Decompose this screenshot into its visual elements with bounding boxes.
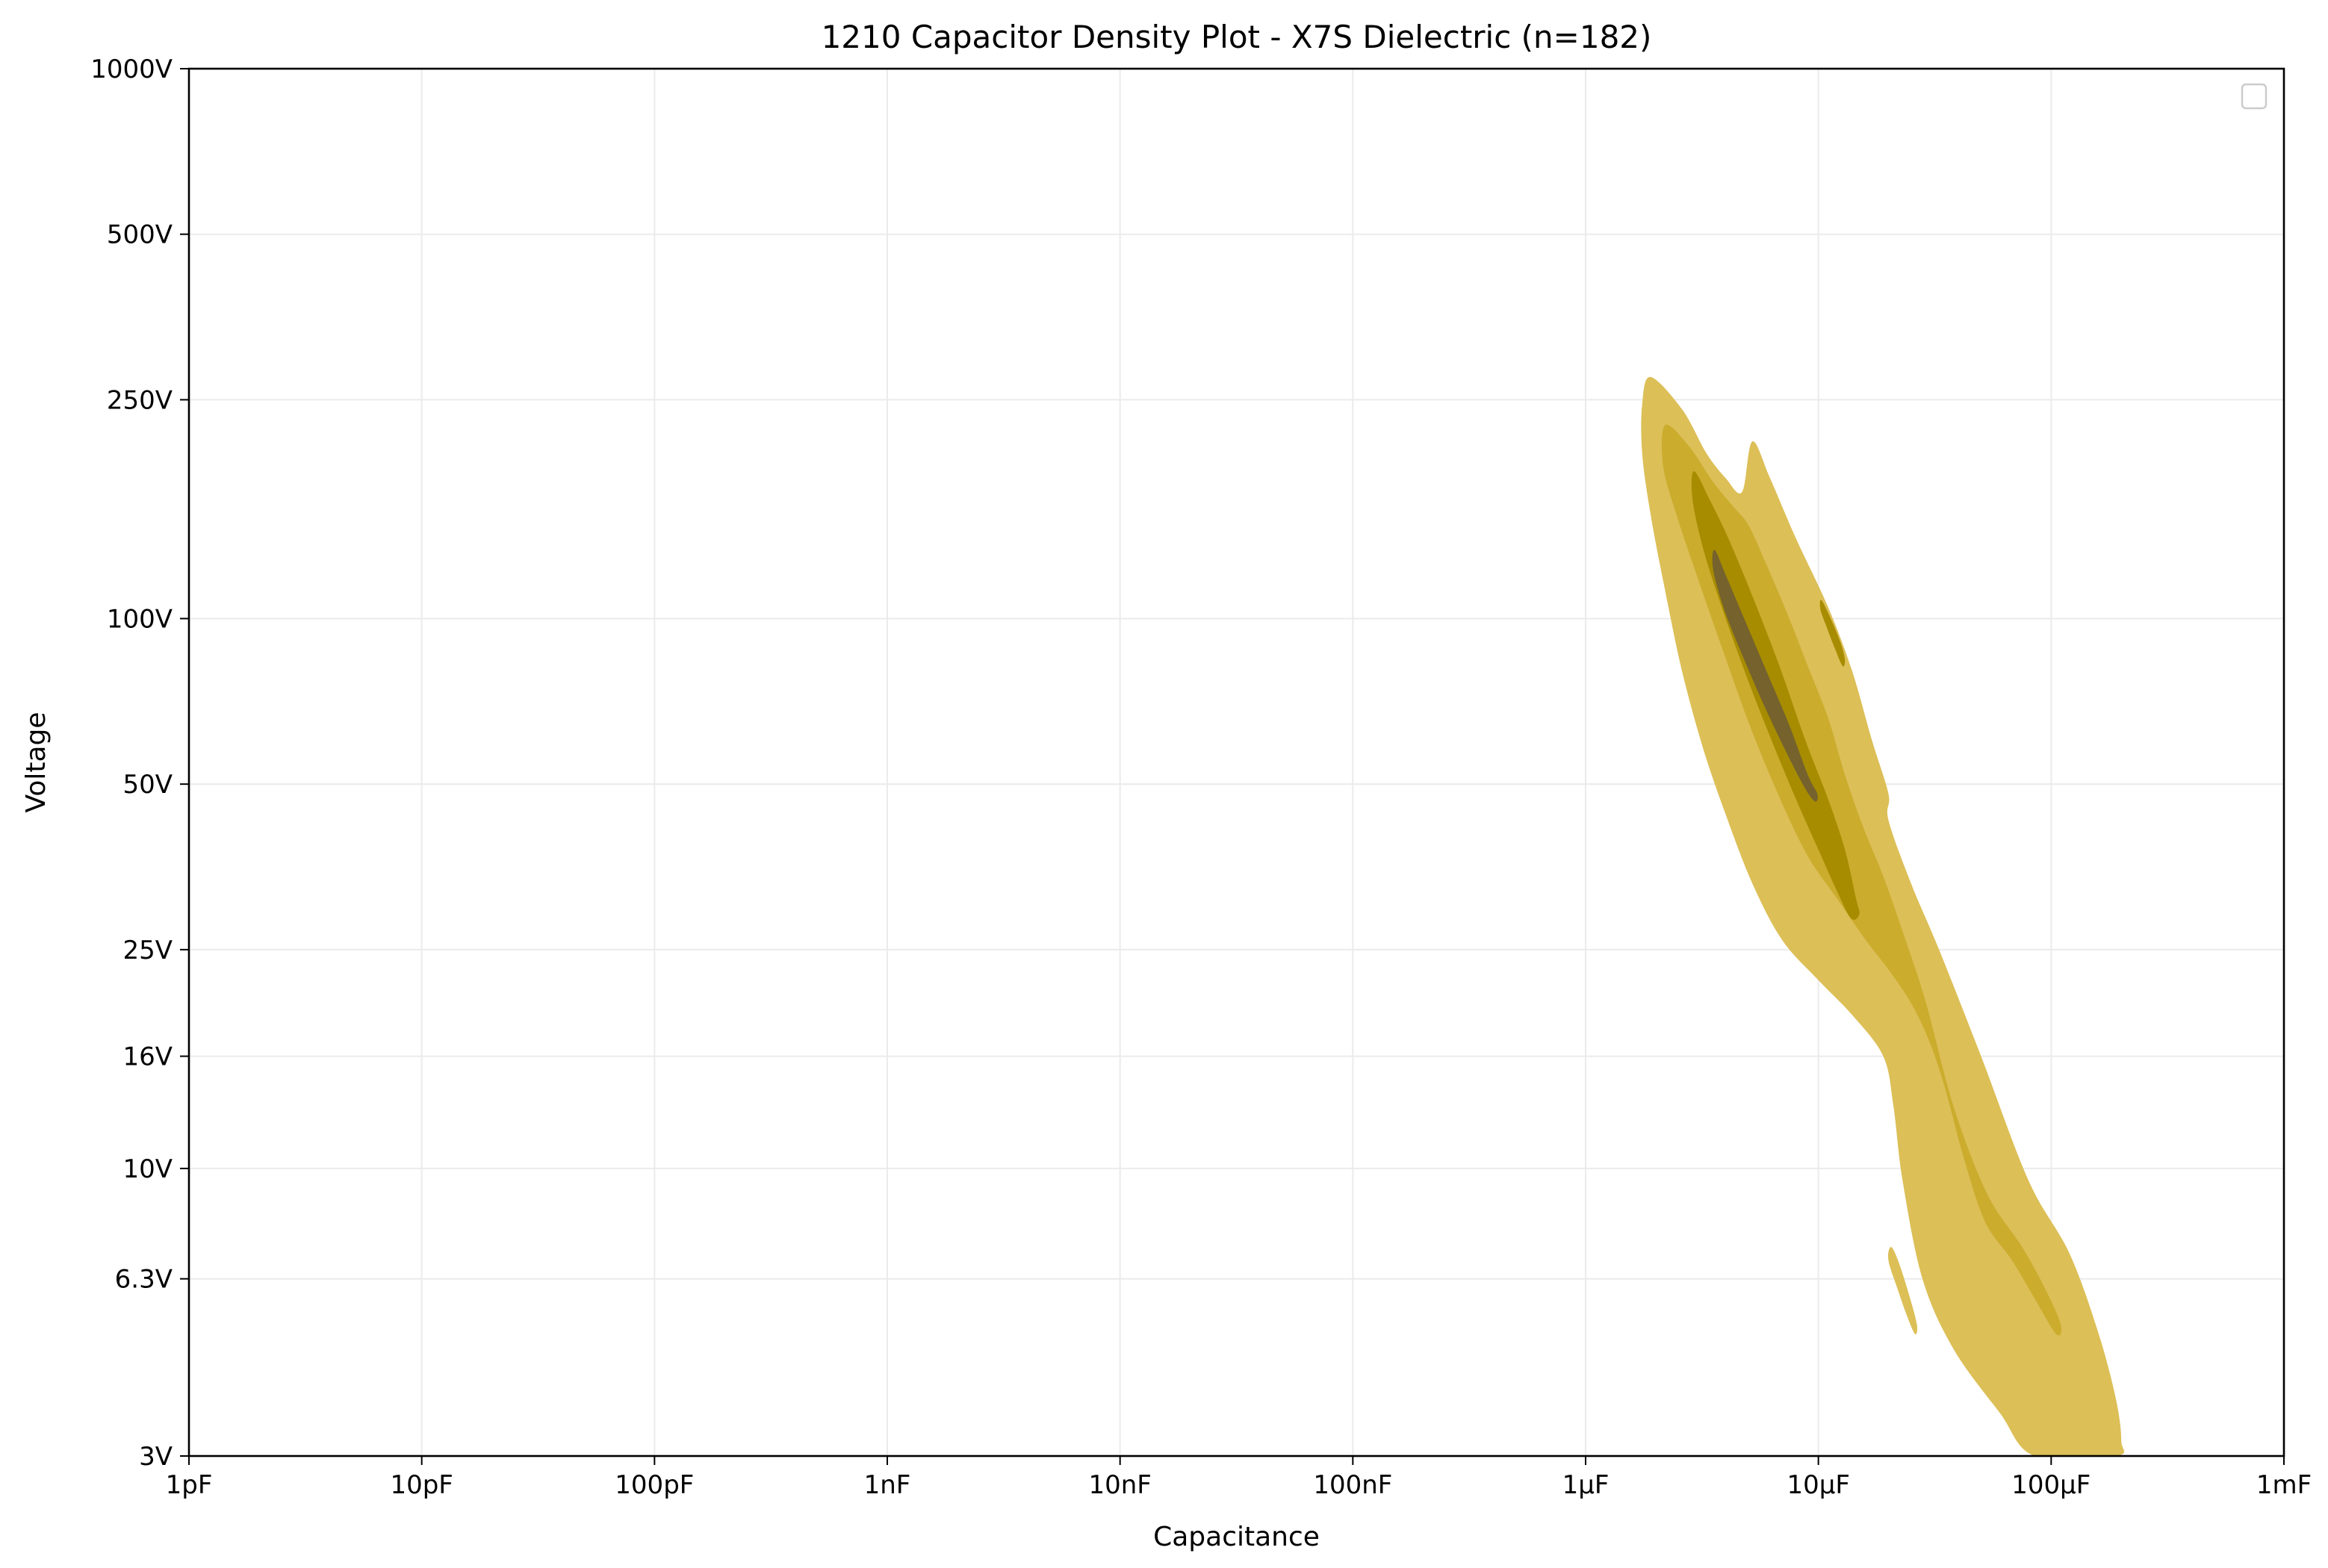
x-axis-label: Capacitance (1153, 1522, 1320, 1552)
y-axis-label: Voltage (21, 712, 52, 812)
density-contours (1641, 376, 2124, 1456)
y-tick-label: 100V (107, 604, 173, 634)
x-tick-label: 100µF (2011, 1470, 2090, 1500)
x-tick-label: 1nF (864, 1470, 911, 1500)
y-tick-label: 25V (122, 936, 173, 965)
x-tick-label: 1µF (1562, 1470, 1610, 1500)
chart-title: 1210 Capacitor Density Plot - X7S Dielec… (822, 19, 1652, 55)
density-level-3-region (1819, 600, 1846, 667)
x-tick-label: 10pF (390, 1470, 453, 1500)
x-tick-label: 1mF (2256, 1470, 2312, 1500)
legend-box (2241, 83, 2268, 110)
y-tick-label: 6.3V (115, 1265, 173, 1295)
y-tick-label: 3V (139, 1442, 173, 1472)
y-tick-label: 50V (122, 770, 173, 800)
y-tick-label: 10V (122, 1154, 173, 1184)
axis-ticks: 1pF 10pF 100pF 1nF 10nF 100nF 1µF 10µF 100µF 1mF 3… (90, 55, 2312, 1500)
density-level-4-region (1712, 550, 1818, 802)
y-tick-label: 1000V (90, 55, 173, 84)
x-tick-label: 100nF (1313, 1470, 1392, 1500)
y-tick-label: 250V (107, 385, 173, 415)
plot-frame (187, 67, 2285, 1457)
x-tick-label: 10µF (1787, 1470, 1849, 1500)
y-tick-label: 500V (107, 220, 173, 250)
x-tick-label: 100pF (615, 1470, 694, 1500)
density-level-1-region (1888, 1247, 1918, 1335)
x-tick-label: 1pF (166, 1470, 213, 1500)
y-tick-label: 16V (122, 1042, 173, 1072)
x-tick-label: 10nF (1088, 1470, 1151, 1500)
